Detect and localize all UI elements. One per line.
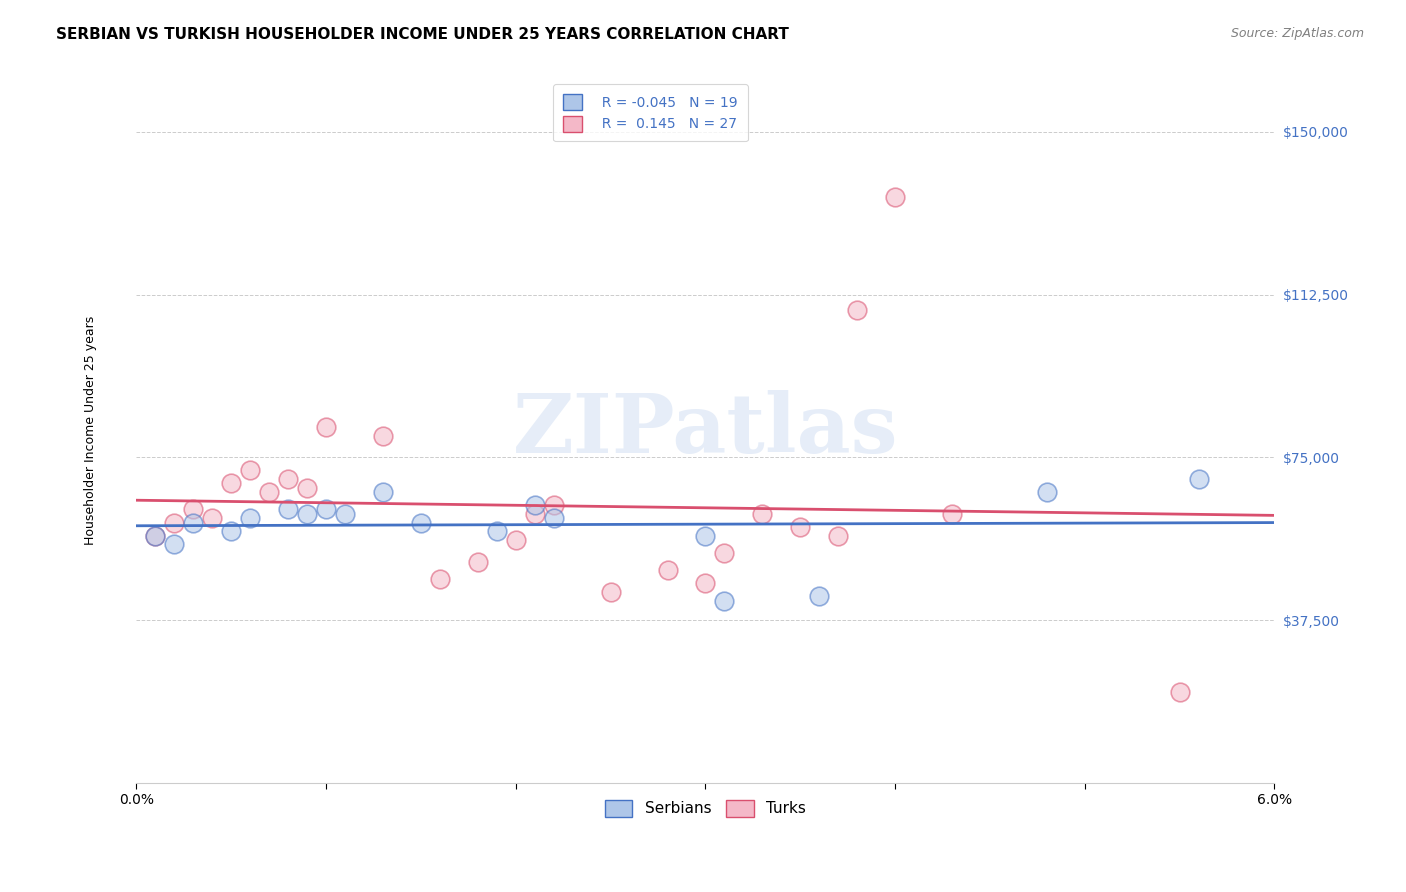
Point	[523, 507, 546, 521]
Point	[846, 302, 869, 317]
Point	[523, 498, 546, 512]
Point	[295, 481, 318, 495]
Text: Source: ZipAtlas.com: Source: ZipAtlas.com	[1230, 27, 1364, 40]
Point	[219, 476, 242, 491]
Point	[239, 511, 262, 525]
Point	[145, 528, 167, 542]
Point	[371, 428, 394, 442]
Point	[257, 485, 280, 500]
Point	[485, 524, 508, 539]
Point	[789, 520, 811, 534]
Point	[941, 507, 963, 521]
Point	[1168, 685, 1191, 699]
Point	[239, 463, 262, 477]
Point	[657, 563, 679, 577]
Point	[315, 502, 337, 516]
Point	[145, 528, 167, 542]
Point	[183, 516, 205, 530]
Point	[543, 511, 565, 525]
Point	[808, 590, 831, 604]
Point	[371, 485, 394, 500]
Point	[163, 537, 186, 551]
Point	[183, 502, 205, 516]
Point	[467, 555, 489, 569]
Point	[695, 576, 717, 591]
Point	[884, 190, 907, 204]
Point	[219, 524, 242, 539]
Point	[333, 507, 356, 521]
Point	[713, 593, 735, 607]
Y-axis label: Householder Income Under 25 years: Householder Income Under 25 years	[83, 316, 97, 545]
Legend: Serbians, Turks: Serbians, Turks	[598, 792, 814, 825]
Point	[201, 511, 224, 525]
Point	[409, 516, 432, 530]
Point	[599, 585, 621, 599]
Point	[277, 472, 299, 486]
Point	[295, 507, 318, 521]
Text: SERBIAN VS TURKISH HOUSEHOLDER INCOME UNDER 25 YEARS CORRELATION CHART: SERBIAN VS TURKISH HOUSEHOLDER INCOME UN…	[56, 27, 789, 42]
Point	[827, 528, 849, 542]
Point	[751, 507, 773, 521]
Point	[713, 546, 735, 560]
Text: ZIPatlas: ZIPatlas	[513, 390, 898, 470]
Point	[429, 572, 451, 586]
Point	[1188, 472, 1211, 486]
Point	[543, 498, 565, 512]
Point	[163, 516, 186, 530]
Point	[315, 420, 337, 434]
Point	[505, 533, 527, 547]
Point	[1036, 485, 1059, 500]
Point	[277, 502, 299, 516]
Point	[695, 528, 717, 542]
